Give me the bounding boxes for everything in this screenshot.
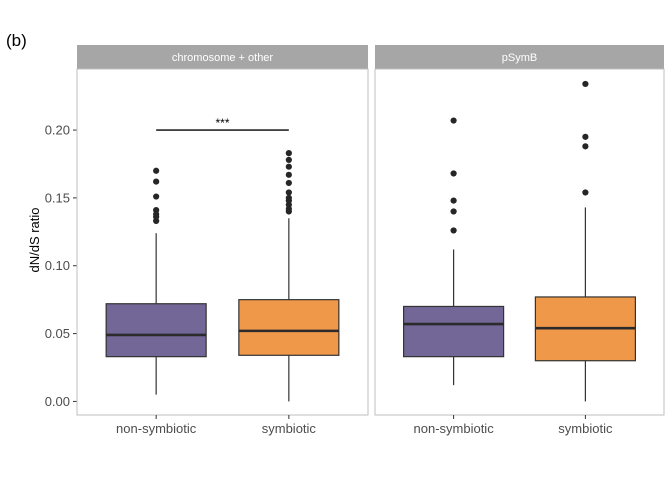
y-tick-label: 0.00 [45, 394, 70, 409]
facet-psymb: pSymB non-symbiotic symbiotic [374, 45, 665, 436]
box-symbiotic [238, 150, 340, 402]
box-non-symbiotic [403, 117, 505, 386]
facet-strip [375, 45, 664, 69]
x-tick-label: non-symbiotic [116, 421, 197, 436]
facet-strip-label: pSymB [502, 52, 537, 64]
outlier-point [153, 193, 160, 200]
outlier-point [582, 80, 589, 88]
iqr-box [403, 305, 505, 358]
outlier-point [450, 227, 457, 234]
outlier-point [285, 179, 292, 187]
outlier-point [582, 143, 589, 150]
panel-tag: (b) [6, 31, 27, 50]
y-tick-label: 0.20 [45, 123, 70, 138]
facet-strip [77, 45, 368, 69]
outlier-point [450, 170, 457, 177]
iqr-box [105, 303, 207, 358]
facet-strip-label: chromosome + other [172, 52, 274, 64]
outlier-point [153, 178, 160, 185]
significance-label: *** [215, 116, 229, 130]
y-tick-label: 0.05 [45, 326, 70, 341]
outlier-point [153, 167, 160, 174]
outlier-point [153, 207, 160, 214]
panel-border [374, 68, 665, 416]
outlier-point [285, 171, 292, 178]
y-tick-label: 0.10 [45, 258, 70, 273]
outlier-point [285, 163, 292, 170]
outlier-point [450, 197, 457, 204]
outlier-point [285, 156, 292, 164]
panel-border [76, 68, 369, 416]
outlier-point [450, 208, 457, 215]
box-symbiotic [534, 80, 636, 402]
outlier-point [285, 150, 292, 157]
box-non-symbiotic [105, 167, 207, 395]
outlier-point [285, 189, 292, 196]
x-tick-label: symbiotic [558, 421, 613, 436]
outlier-point [450, 117, 457, 124]
facet-chromosome-other: chromosome + other non-symbiotic symbiotic… [76, 45, 369, 436]
x-tick-label: non-symbiotic [414, 421, 495, 436]
y-tick-label: 0.15 [45, 190, 70, 205]
x-tick-label: symbiotic [262, 421, 317, 436]
outlier-point [582, 133, 589, 140]
outlier-point [285, 194, 292, 202]
iqr-box [238, 299, 340, 356]
y-axis: 0.00 0.05 0.10 0.15 0.20 [45, 123, 77, 409]
outlier-point [582, 189, 589, 196]
y-axis-title: dN/dS ratio [27, 207, 42, 272]
